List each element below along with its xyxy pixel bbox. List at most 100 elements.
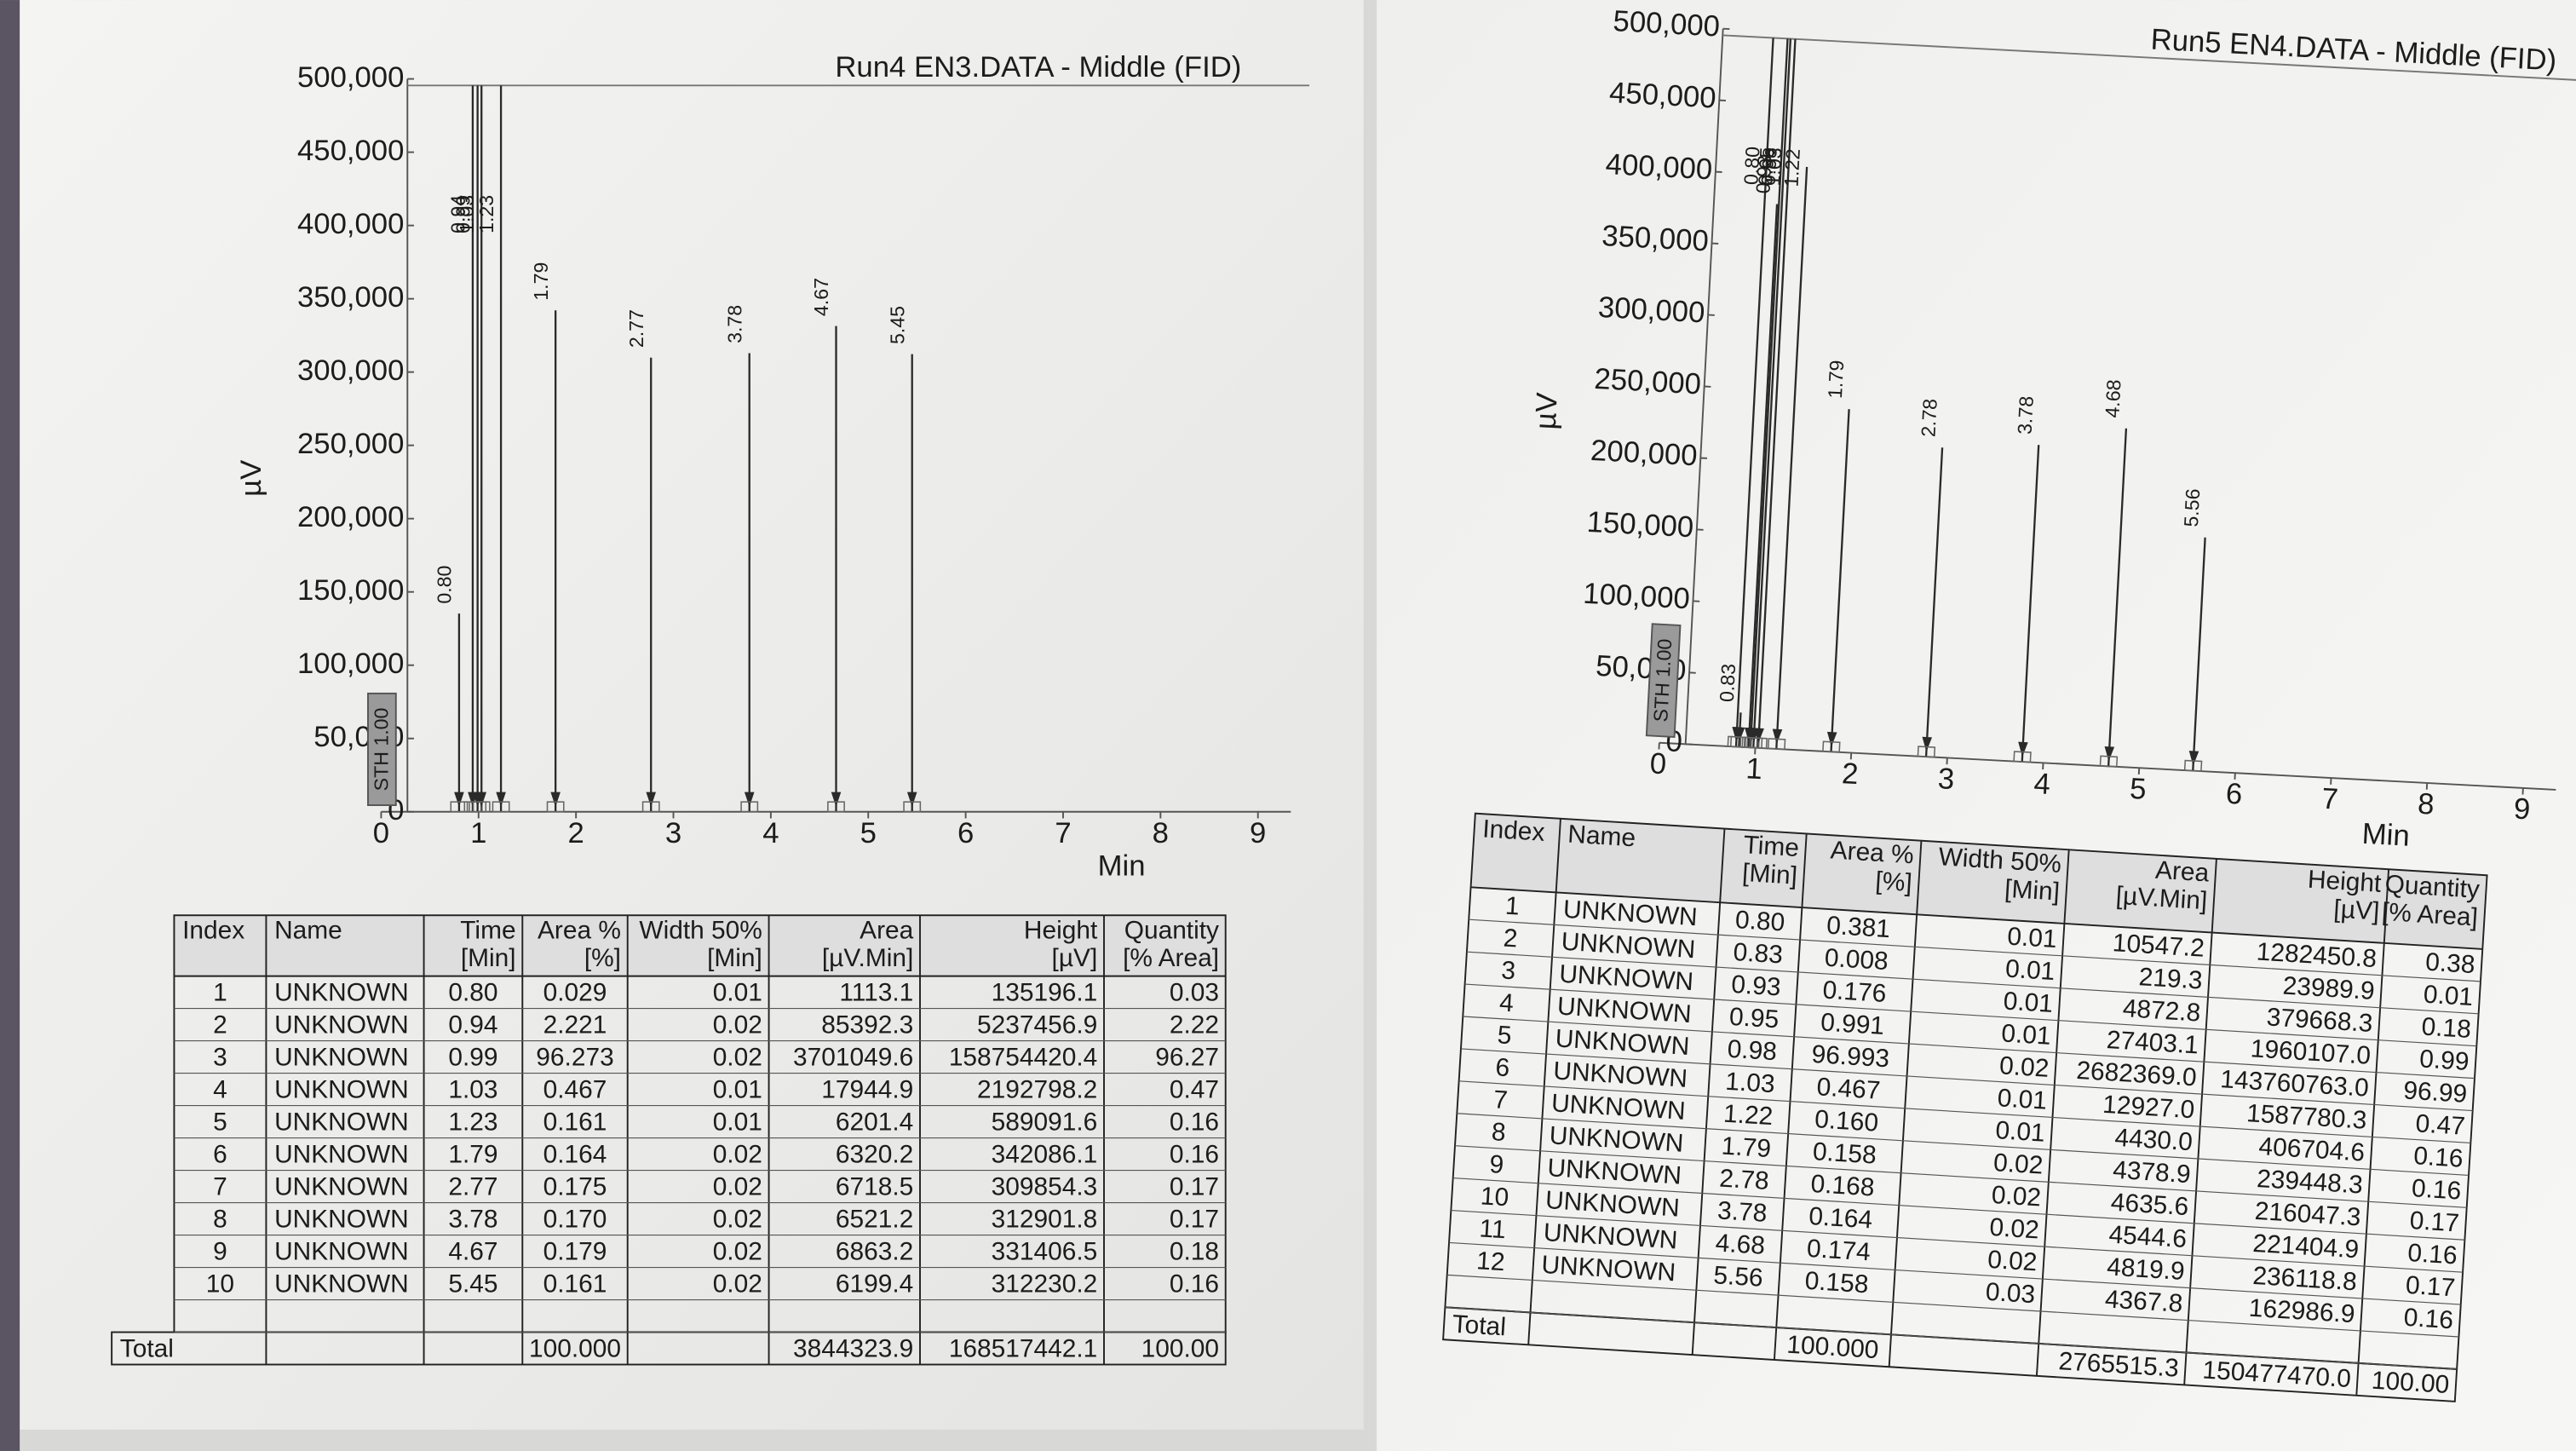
cell: 0.80 [1734, 906, 1785, 936]
annotation-box [367, 692, 397, 806]
cell: 4378.9 [2112, 1156, 2191, 1189]
cell: 331406.5 [992, 1237, 1098, 1265]
header-cell: [Min] [461, 944, 516, 972]
cell: 1.22 [1722, 1100, 1774, 1131]
total-cell: 3844323.9 [793, 1334, 913, 1362]
cell: 0.16 [1170, 1108, 1219, 1136]
cell: 0.16 [2403, 1304, 2454, 1334]
peak-base [827, 801, 845, 813]
cell: 10547.2 [2112, 929, 2205, 963]
cell: 6 [1495, 1053, 1511, 1082]
cell: 3701049.6 [793, 1043, 913, 1071]
cell: 0.02 [713, 1205, 762, 1233]
cell: 4544.6 [2108, 1221, 2188, 1254]
cell: 0.16 [1170, 1270, 1219, 1298]
header-cell: Name [1567, 821, 1636, 853]
x-tick-label: 8 [2417, 788, 2435, 821]
cell: 0.95 [1728, 1003, 1780, 1034]
cell: 96.273 [536, 1043, 613, 1071]
cell: 3 [213, 1043, 227, 1071]
cell: 312901.8 [992, 1205, 1098, 1233]
cell: 4.67 [448, 1237, 497, 1265]
top-border [1722, 34, 2576, 83]
content: Run4 EN3.DATA - Middle (FID)050,000100,0… [111, 5, 2576, 1402]
header-cell: Name [274, 916, 342, 944]
annotation: STH 1.00 [1649, 638, 1676, 723]
peak-arrow [646, 792, 657, 807]
cell: 5.45 [448, 1270, 497, 1298]
peak-label: 0.80 [1739, 146, 1763, 185]
header-cell: Index [1481, 815, 1545, 846]
y-tick-label: 450,000 [297, 135, 404, 167]
peak-label: 5.56 [2180, 488, 2204, 527]
peak-label: 0.93 [1751, 155, 1775, 194]
cell: 0.991 [1820, 1008, 1885, 1040]
cell: 2.78 [1719, 1165, 1770, 1195]
cell: 0.01 [1997, 1084, 2048, 1114]
peak-base [1822, 740, 1841, 753]
total-cell: 100.00 [1141, 1334, 1219, 1362]
peak-arrow [496, 792, 506, 807]
header-cell: Index [182, 916, 244, 944]
column-line [1888, 840, 1923, 1368]
cell: 6863.2 [836, 1237, 913, 1265]
peak [2021, 445, 2040, 763]
cell: 0.02 [1991, 1181, 2042, 1212]
cell: 2 [1503, 924, 1519, 953]
header-cell: [µV] [1052, 944, 1098, 972]
cell: 2.77 [448, 1172, 497, 1201]
cell: 0.01 [713, 978, 762, 1006]
cell: 4 [213, 1075, 227, 1103]
cell: 0.03 [1170, 978, 1219, 1006]
cell: 0.98 [1727, 1035, 1778, 1066]
peak-arrow [1826, 731, 1837, 747]
cell: 0.17 [2409, 1206, 2460, 1237]
cell: 0.16 [2406, 1239, 2458, 1270]
row-line [1454, 1145, 2467, 1208]
cell: 6718.5 [836, 1172, 913, 1201]
peak-arrow [744, 792, 755, 807]
cell: 135196.1 [992, 978, 1098, 1006]
cell: 0.02 [1989, 1213, 2040, 1244]
cell: 0.18 [1170, 1237, 1219, 1265]
cell: 0.175 [543, 1172, 607, 1201]
cell: 589091.6 [992, 1108, 1098, 1136]
cell: 5 [1497, 1021, 1513, 1050]
peak-label: 4.68 [2101, 379, 2125, 418]
peak [2192, 537, 2206, 771]
cell: 17944.9 [821, 1075, 913, 1103]
row-line [1458, 1080, 2471, 1144]
y-tick-label: 400,000 [297, 208, 404, 240]
cell: 0.03 [1985, 1278, 2036, 1309]
peaks [1734, 33, 2576, 771]
cell: UNKNOWN [274, 1043, 409, 1071]
y-tick-label: 100,000 [297, 648, 404, 680]
cell: 342086.1 [992, 1140, 1098, 1168]
y-tick-label: 200,000 [297, 501, 404, 533]
x-tick-label: 5 [2129, 773, 2147, 806]
left-edge [0, 0, 20, 1451]
peak-base [2013, 751, 2032, 763]
cell: 0.158 [1812, 1137, 1877, 1170]
cell: 0.16 [2412, 1142, 2464, 1172]
cell: 379668.3 [2266, 1003, 2373, 1038]
cell: 219.3 [2138, 963, 2204, 995]
peak-arrow [1772, 728, 1783, 745]
cell: 6320.2 [836, 1140, 913, 1168]
cell: 216047.3 [2254, 1197, 2361, 1232]
cell: UNKNOWN [274, 1140, 409, 1168]
cell: 4872.8 [2122, 994, 2201, 1028]
y-axis-label: µV [1530, 392, 1564, 430]
cell: 6521.2 [836, 1205, 913, 1233]
peak-label: 5.45 [886, 306, 908, 344]
cell: 3 [1500, 956, 1516, 985]
y-tick-label: 300,000 [297, 354, 404, 387]
cell: 1 [213, 978, 227, 1006]
peak-arrow [476, 792, 487, 807]
peak-label: 3.78 [723, 305, 745, 343]
peak-base [2099, 755, 2119, 768]
cell: 0.467 [1816, 1073, 1882, 1105]
peak-label: 0.99 [451, 195, 474, 233]
cell: 9 [213, 1237, 227, 1265]
chart: Run4 EN3.DATA - Middle (FID)050,000100,0… [235, 51, 1310, 882]
